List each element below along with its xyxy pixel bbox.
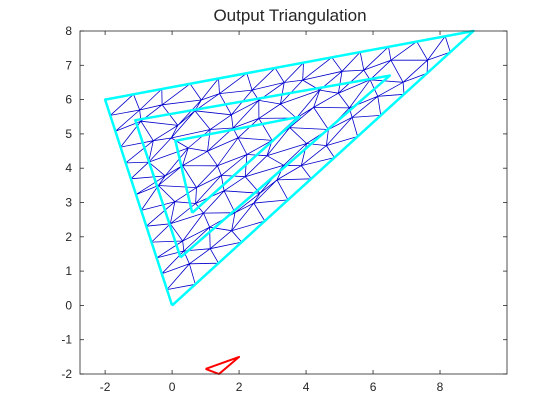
x-tick-label: 2 bbox=[236, 380, 243, 394]
y-tick-label: 2 bbox=[65, 230, 72, 244]
small-triangle-line bbox=[205, 355, 241, 375]
y-tick-label: 6 bbox=[65, 93, 72, 107]
axes: -2 0 2 4 6 8 -2 -1 0 1 2 3 4 5 6 7 8 bbox=[61, 24, 508, 394]
y-tick-label: 1 bbox=[65, 264, 72, 278]
mesh bbox=[104, 30, 474, 306]
chart-title: Output Triangulation bbox=[213, 6, 367, 25]
inner-boundary-1-line bbox=[134, 74, 392, 259]
x-tick-label: -2 bbox=[100, 380, 111, 394]
y-tick-label: -1 bbox=[61, 333, 72, 347]
x-tick-label: 6 bbox=[370, 380, 377, 394]
y-tick-label: 3 bbox=[65, 196, 72, 210]
y-tick-label: 5 bbox=[65, 127, 72, 141]
y-tick-label: 0 bbox=[65, 298, 72, 312]
plot-box bbox=[79, 30, 508, 375]
mesh-edges bbox=[104, 30, 474, 306]
outer-boundary-line bbox=[103, 29, 475, 307]
boundaries bbox=[103, 29, 475, 375]
x-tick-label: 4 bbox=[303, 380, 310, 394]
inner-boundary-2-line bbox=[174, 115, 301, 214]
y-tick-label: 4 bbox=[65, 161, 72, 175]
y-tick-label: -2 bbox=[61, 367, 72, 381]
x-tick-label: 8 bbox=[437, 380, 444, 394]
y-tick-label: 7 bbox=[65, 58, 72, 72]
x-tick-label: 0 bbox=[169, 380, 176, 394]
y-tick-label: 8 bbox=[65, 24, 72, 38]
